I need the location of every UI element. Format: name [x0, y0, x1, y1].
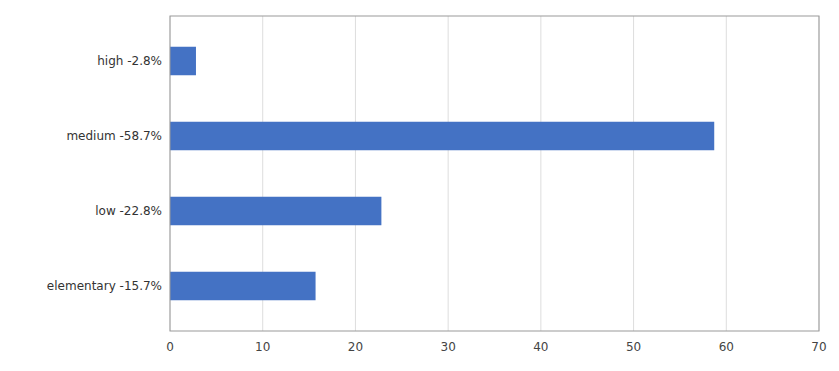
grid-line — [355, 16, 356, 331]
chart: 0 10 20 30 40 50 60 70 elementary -15.7% low -22.… — [0, 0, 839, 371]
bar — [170, 122, 714, 151]
bar — [170, 47, 196, 76]
x-tick-label: 50 — [626, 340, 641, 354]
x-tick-label: 20 — [348, 340, 363, 354]
bars — [170, 47, 714, 301]
category-label: elementary -15.7% — [47, 279, 162, 293]
grid-line — [448, 16, 449, 331]
x-tick-label: 0 — [166, 340, 174, 354]
x-tick-label: 60 — [719, 340, 734, 354]
category-label: medium -58.7% — [66, 129, 162, 143]
category-label: high -2.8% — [97, 54, 162, 68]
grid — [170, 16, 819, 331]
x-tick-label: 10 — [255, 340, 270, 354]
x-tick-label: 40 — [533, 340, 548, 354]
x-tick-label: 70 — [811, 340, 826, 354]
grid-line — [540, 16, 541, 331]
category-label: low -22.8% — [95, 204, 162, 218]
plot-frame — [170, 16, 819, 331]
grid-line — [726, 16, 727, 331]
bar — [170, 272, 316, 301]
x-tick-label: 30 — [441, 340, 456, 354]
bar — [170, 197, 381, 226]
grid-line — [633, 16, 634, 331]
